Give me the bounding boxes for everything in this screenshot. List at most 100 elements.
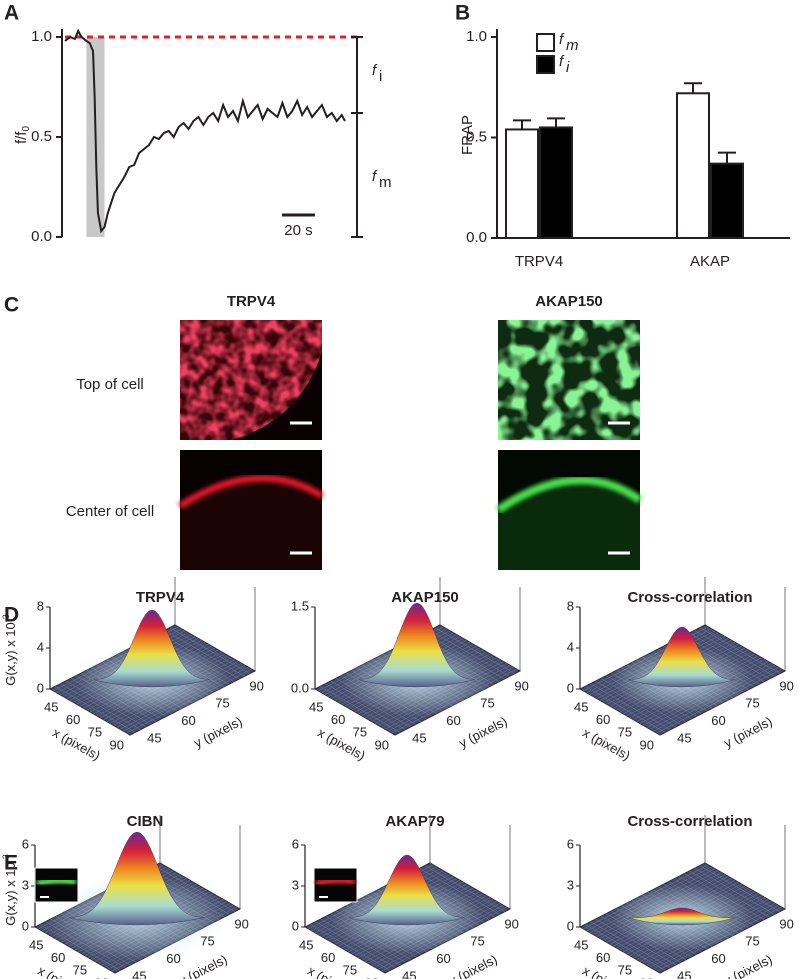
y-axis-label: y (pixels) bbox=[721, 952, 774, 979]
y-tick-label: 75 bbox=[480, 696, 494, 711]
x-tick-label: 60 bbox=[331, 712, 345, 727]
mesh-line bbox=[419, 868, 500, 915]
y-tick-label: 75 bbox=[745, 696, 759, 711]
z-axis-label: G(x,y) x 10-3 bbox=[1, 854, 18, 926]
x-tick-label: 45 bbox=[29, 938, 43, 953]
scale-bar-label: 20 s bbox=[284, 222, 312, 239]
z-tick-label: 0 bbox=[567, 918, 574, 933]
y-tick-label: 1.0 bbox=[466, 28, 487, 45]
mesh-line bbox=[699, 865, 780, 912]
bar bbox=[710, 162, 744, 240]
y-label-text: f/f bbox=[13, 131, 30, 144]
bar bbox=[676, 92, 710, 239]
z-label-text: G(x,y) x 10 bbox=[3, 622, 18, 686]
y-tick-label: 90 bbox=[504, 916, 518, 931]
z-tick-label: 6 bbox=[292, 836, 299, 851]
column-title: TRPV4 bbox=[227, 293, 276, 310]
panel-label: C bbox=[4, 294, 19, 317]
x-tick-label: 75 bbox=[88, 725, 102, 740]
surface-peak bbox=[359, 602, 475, 688]
mesh-line bbox=[694, 630, 775, 677]
x-tick-label: 75 bbox=[618, 963, 632, 978]
y-tick-label: 45 bbox=[147, 731, 161, 746]
y-axis-label: y (pixels) bbox=[456, 714, 509, 751]
y-tick-label: 75 bbox=[215, 696, 229, 711]
y-tick-label: 45 bbox=[412, 731, 426, 746]
plot-title: TRPV4 bbox=[136, 589, 185, 606]
z-tick-label: 6 bbox=[567, 836, 574, 851]
x-tick-label: 60 bbox=[321, 950, 335, 965]
y-tick-label: 60 bbox=[711, 713, 725, 728]
annotation: f bbox=[372, 62, 378, 79]
plot-title: Cross-correlation bbox=[627, 813, 752, 830]
y-tick-label: 75 bbox=[200, 934, 214, 949]
x-tick-label: 90 bbox=[374, 737, 388, 752]
z-tick-label: 0.0 bbox=[291, 680, 309, 695]
x-tick-label: TRPV4 bbox=[515, 253, 563, 270]
plot-title: CIBN bbox=[127, 813, 164, 830]
z-label-text: G(x,y) x 10 bbox=[3, 862, 18, 926]
z-axis-label: G(x,y) x 10-3 bbox=[1, 614, 18, 686]
legend-subscript: i bbox=[566, 59, 570, 76]
plot-title: AKAP79 bbox=[385, 813, 444, 830]
inset-micrograph bbox=[34, 867, 79, 903]
mesh-line bbox=[169, 627, 250, 674]
y-axis-label: y (pixels) bbox=[721, 714, 774, 751]
z-tick-label: 0 bbox=[567, 680, 574, 695]
x-tick-label: 45 bbox=[309, 700, 323, 715]
z-label-superscript: -3 bbox=[1, 614, 11, 622]
y-tick-label: 45 bbox=[132, 969, 146, 979]
mesh-line bbox=[424, 865, 505, 912]
x-tick-label: 90 bbox=[94, 975, 108, 979]
surface-plot: CIBN0364560759045607590x (pixels)y (pixe… bbox=[22, 813, 249, 979]
inset-band bbox=[35, 876, 77, 888]
legend-label: f bbox=[559, 53, 565, 70]
legend-swatch bbox=[536, 33, 555, 52]
panel-label: D bbox=[4, 604, 19, 627]
x-tick-label: 45 bbox=[574, 700, 588, 715]
annotation: f bbox=[372, 168, 378, 185]
y-tick-label: 0.5 bbox=[31, 128, 52, 145]
mesh-line bbox=[429, 630, 510, 677]
y-label-subscript: 0 bbox=[21, 126, 32, 132]
micrograph bbox=[495, 450, 643, 570]
x-tick-label: 90 bbox=[364, 975, 378, 979]
micrograph bbox=[498, 320, 640, 440]
x-tick-label: 45 bbox=[299, 938, 313, 953]
surface-peak bbox=[69, 831, 205, 926]
inset-micrograph bbox=[313, 867, 358, 903]
annotation-subscript: i bbox=[379, 68, 382, 85]
y-tick-label: 60 bbox=[436, 951, 450, 966]
x-tick-label: 75 bbox=[343, 963, 357, 978]
z-tick-label: 6 bbox=[22, 836, 29, 851]
mesh-line bbox=[694, 868, 775, 915]
panel-label: A bbox=[4, 2, 19, 25]
y-tick-label: 90 bbox=[779, 916, 793, 931]
surface-peak bbox=[629, 907, 735, 926]
x-tick-label: 45 bbox=[574, 938, 588, 953]
y-tick-label: 60 bbox=[166, 951, 180, 966]
inset-band bbox=[314, 876, 356, 888]
y-tick-label: 60 bbox=[446, 713, 460, 728]
mesh-line bbox=[699, 627, 780, 674]
y-tick-label: 90 bbox=[514, 678, 528, 693]
row-label: Top of cell bbox=[76, 376, 144, 393]
y-tick-label: 90 bbox=[779, 678, 793, 693]
y-tick-label: 75 bbox=[745, 934, 759, 949]
y-tick-label: 90 bbox=[234, 916, 248, 931]
legend-label: f bbox=[559, 31, 565, 48]
surface-peak bbox=[629, 626, 735, 688]
z-tick-label: 3 bbox=[292, 877, 299, 892]
y-tick-label: 0.0 bbox=[466, 229, 487, 246]
y-axis-label: FRAP bbox=[459, 115, 476, 155]
legend-swatch bbox=[536, 55, 555, 74]
trace bbox=[64, 28, 346, 234]
y-tick-label: 1.0 bbox=[31, 28, 52, 45]
y-tick-label: 60 bbox=[181, 713, 195, 728]
x-tick-label: 90 bbox=[639, 737, 653, 752]
y-axis-label: y (pixels) bbox=[176, 952, 229, 979]
mesh-line bbox=[164, 630, 245, 677]
